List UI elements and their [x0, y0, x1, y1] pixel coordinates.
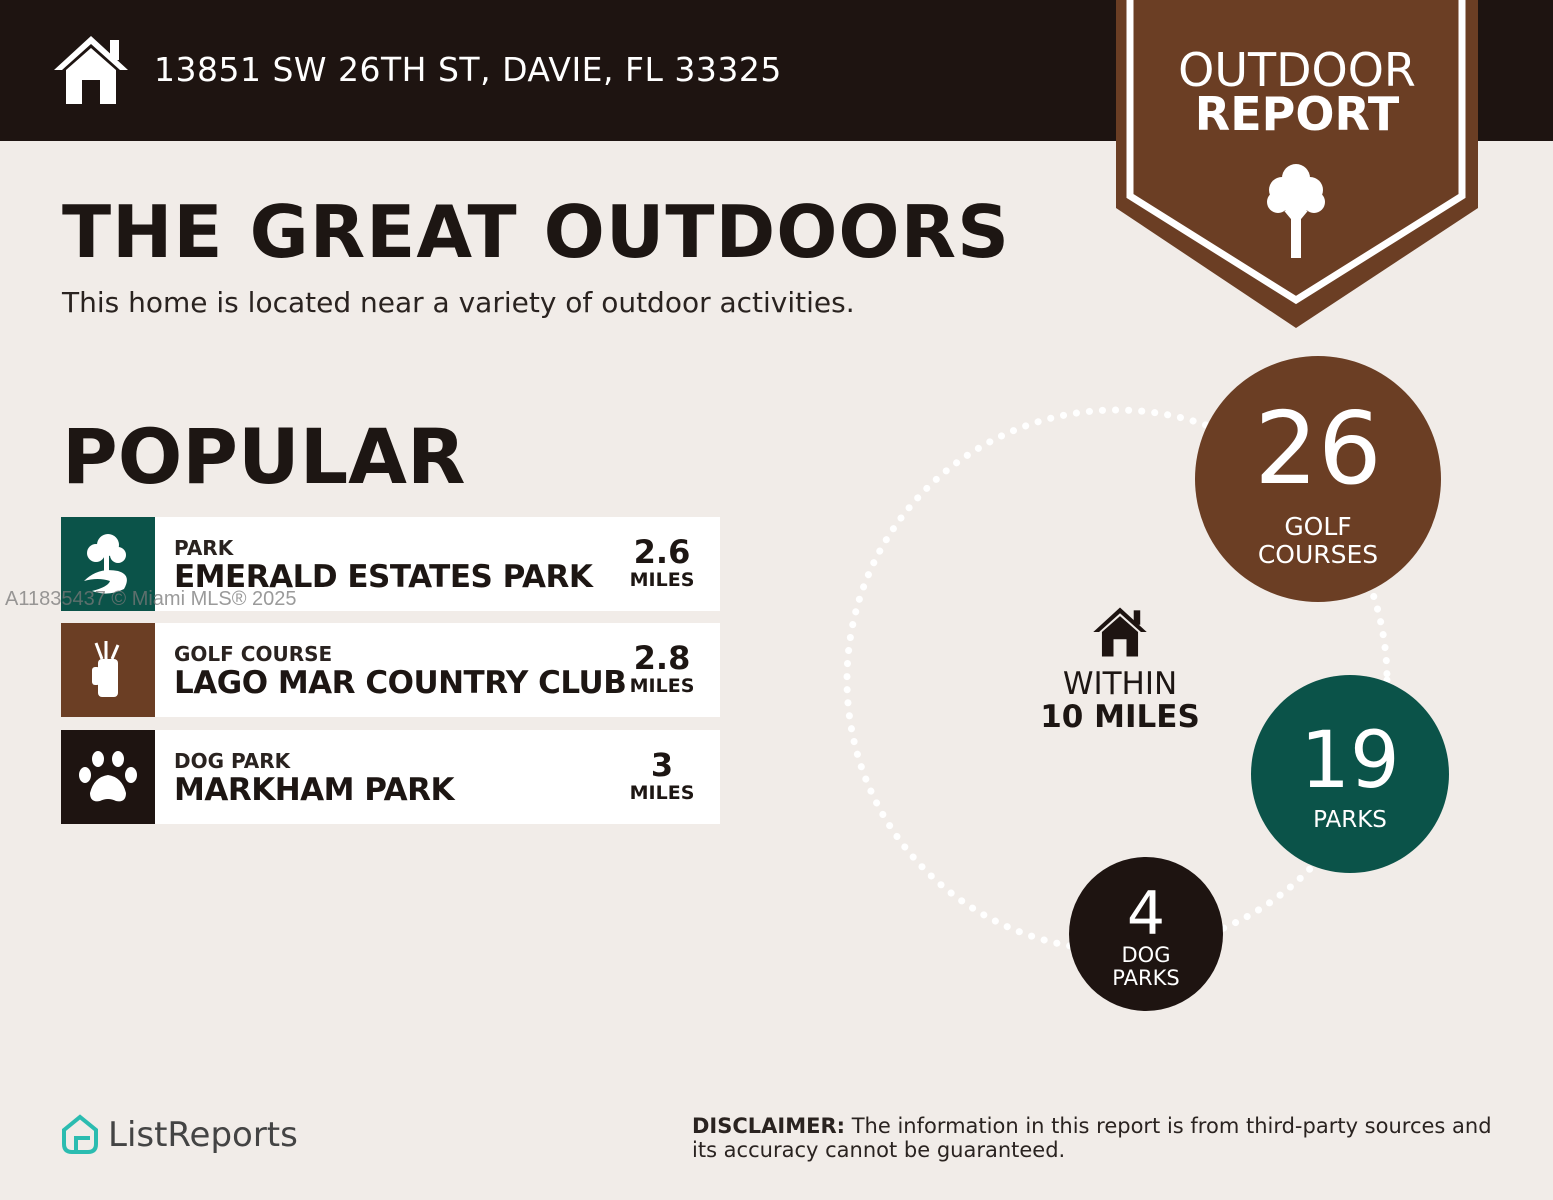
item-unit: MILES [629, 569, 695, 591]
parks-count-value: 19 [1300, 716, 1400, 806]
listreports-logo: ListReports [60, 1114, 298, 1156]
item-distance: 2.8 [633, 639, 691, 677]
page-subtitle: This home is located near a variety of o… [62, 286, 855, 319]
listreports-logo-icon [62, 1114, 98, 1154]
dog-label-2: PARKS [1112, 966, 1180, 990]
watermark: A11835437 © Miami MLS® 2025 [5, 588, 297, 610]
golf-bag-icon [61, 623, 155, 717]
item-category: DOG PARK [174, 749, 291, 773]
disclaimer-text: The information in this report is from t… [692, 1114, 1492, 1162]
badge-line1: OUTDOOR [1178, 43, 1416, 97]
item-distance: 3 [650, 746, 674, 784]
list-item: GOLF COURSE LAGO MAR COUNTRY CLUB 2.8 MIL… [61, 623, 720, 717]
parks-label: PARKS [1313, 807, 1387, 833]
golf-courses-count: 26 GOLF COURSES [1195, 356, 1441, 602]
park-trees-icon [61, 517, 155, 611]
radius-label: 10 MILES [1040, 699, 1200, 735]
dog-parks-count: 4 DOG PARKS [1069, 857, 1223, 1011]
list-item: PARK EMERALD ESTATES PARK 2.6 MILES [61, 517, 720, 611]
item-distance: 2.6 [633, 533, 691, 571]
tree-icon [1267, 164, 1325, 258]
item-name: EMERALD ESTATES PARK [174, 559, 593, 595]
golf-label-2: COURSES [1257, 540, 1379, 569]
badge-line2: REPORT [1194, 87, 1400, 141]
property-address: 13851 SW 26TH ST, DAVIE, FL 33325 [154, 50, 782, 89]
popular-heading: POPULAR [62, 412, 466, 501]
item-name: MARKHAM PARK [174, 772, 455, 808]
outdoor-report-badge [1116, 0, 1478, 328]
item-category: GOLF COURSE [174, 642, 333, 666]
golf-label-1: GOLF [1284, 512, 1352, 541]
dog-count: 4 [1126, 879, 1166, 949]
disclaimer: DISCLAIMER: The information in this repo… [692, 1114, 1512, 1162]
item-unit: MILES [629, 782, 695, 804]
list-item: DOG PARK MARKHAM PARK 3 MILES [61, 730, 720, 824]
paw-icon [61, 730, 155, 824]
page-title: THE GREAT OUTDOORS [62, 190, 1010, 274]
radius-info: WITHIN 10 MILES [1020, 606, 1220, 735]
golf-count: 26 [1254, 390, 1382, 507]
item-unit: MILES [629, 675, 695, 697]
item-category: PARK [174, 536, 234, 560]
within-label: WITHIN [1062, 666, 1178, 702]
parks-count: 19 PARKS [1251, 675, 1449, 873]
logo-text: ListReports [108, 1115, 298, 1155]
item-name: LAGO MAR COUNTRY CLUB [174, 665, 627, 701]
dog-label-1: DOG [1121, 943, 1171, 967]
home-icon [1093, 607, 1147, 657]
home-icon [54, 36, 128, 104]
badge-title: OUTDOOR REPORT [1116, 43, 1478, 141]
disclaimer-label: DISCLAIMER: [692, 1114, 846, 1138]
